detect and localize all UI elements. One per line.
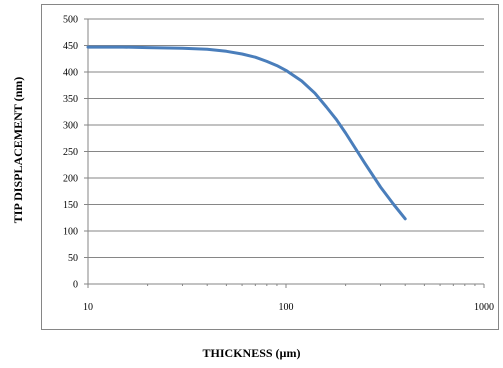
y-tick-label: 100 — [63, 227, 78, 238]
y-tick-label: 450 — [63, 41, 78, 52]
series-line — [86, 45, 407, 221]
x-tick-label: 100 — [279, 302, 294, 313]
y-tick-label: 200 — [63, 174, 78, 185]
y-tick-label: 500 — [63, 15, 78, 26]
x-tick-label: 1000 — [474, 302, 494, 313]
series — [86, 45, 407, 221]
axes — [84, 18, 485, 288]
y-tick-label: 400 — [63, 68, 78, 79]
x-tick-label: 10 — [83, 302, 93, 313]
y-tick-label: 250 — [63, 147, 78, 158]
gridlines — [88, 18, 484, 258]
x-tick-labels: 10 100 1000 — [83, 302, 494, 313]
chart-frame — [41, 4, 499, 330]
y-tick-label: 300 — [63, 121, 78, 132]
y-tick-labels: 0 50 100 150 200 250 300 350 400 450 500 — [63, 15, 78, 291]
y-tick-label: 350 — [63, 94, 78, 105]
y-tick-label: 0 — [73, 280, 78, 291]
y-axis-title: TIP DISPLACEMENT (nm) — [11, 77, 25, 223]
y-tick-label: 50 — [68, 253, 78, 264]
y-tick-label: 150 — [63, 200, 78, 211]
x-axis-title: THICKNESS (µm) — [202, 346, 301, 360]
